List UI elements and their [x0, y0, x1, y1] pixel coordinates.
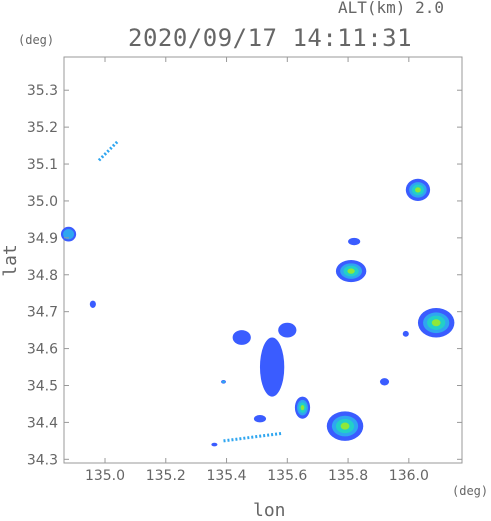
x-tick-label: 135.8: [328, 468, 368, 484]
echo-cell: [89, 300, 96, 308]
y-tick-label: 34.5: [27, 378, 58, 394]
echo-cell: [221, 379, 226, 384]
y-tick-label: 34.8: [27, 268, 58, 284]
echo-cell: [294, 396, 311, 419]
echo-weak: [278, 322, 297, 338]
y-tick-label: 35.3: [27, 83, 58, 99]
echo-cell: [402, 330, 409, 337]
echo-cell: [60, 226, 77, 242]
echo-heavy: [340, 422, 350, 430]
echo-weak: [402, 330, 409, 337]
echo-weak: [232, 330, 251, 345]
echo-cell: [348, 237, 361, 246]
echo-cell: [335, 260, 367, 283]
echo-light: [221, 380, 226, 384]
echo-weak: [348, 237, 361, 246]
echo-cell: [417, 307, 455, 338]
x-tick-label: 135.4: [206, 468, 246, 484]
echo-streak: [223, 431, 282, 443]
echo-weak: [379, 378, 390, 386]
x-unit-label: (deg): [452, 484, 489, 498]
echo-cell: [232, 330, 251, 345]
echo-cell: [259, 337, 285, 397]
x-tick-label: 136.0: [389, 468, 429, 484]
y-tick-label: 34.9: [27, 231, 58, 247]
y-tick-label: 35.2: [27, 120, 58, 136]
echo-streak: [97, 140, 119, 162]
chart-title: 2020/09/17 14:11:31: [128, 24, 413, 52]
y-unit-label: (deg): [18, 33, 55, 47]
echo-cell: [253, 415, 267, 423]
x-tick-label: 135.0: [85, 468, 125, 484]
y-tick-label: 35.1: [27, 157, 58, 173]
echo-cell: [405, 178, 431, 201]
echo-heavy: [431, 319, 441, 327]
echo-cell: [278, 322, 297, 338]
x-tick-label: 135.6: [267, 468, 307, 484]
x-tick-label: 135.2: [146, 468, 186, 484]
echo-cell: [211, 442, 218, 447]
y-tick-label: 34.7: [27, 305, 58, 321]
y-tick-label: 35.0: [27, 194, 58, 210]
y-tick-label: 34.4: [27, 415, 58, 431]
echo-heavy: [415, 187, 421, 193]
x-axis-label: lon: [253, 500, 286, 521]
y-tick-label: 34.3: [27, 452, 58, 468]
echo-cell: [379, 378, 390, 386]
echo-heavy: [300, 404, 305, 411]
echo-cell: [326, 411, 364, 441]
echo-weak: [253, 415, 267, 423]
altitude-label: ALT(km) 2.0: [338, 0, 444, 17]
echo-light: [63, 228, 75, 240]
echo-heavy: [347, 268, 355, 274]
echo-weak: [89, 300, 96, 308]
y-tick-label: 34.6: [27, 342, 58, 358]
echo-weak: [211, 442, 218, 447]
echo-weak: [259, 337, 285, 397]
plot-frame: [63, 56, 463, 464]
